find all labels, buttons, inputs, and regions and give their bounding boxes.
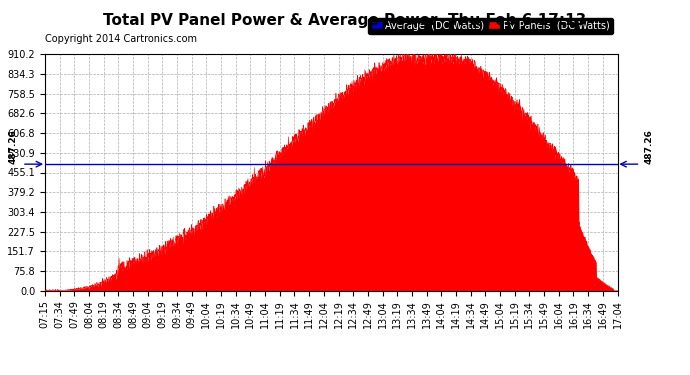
Text: Total PV Panel Power & Average Power  Thu Feb 6 17:13: Total PV Panel Power & Average Power Thu… xyxy=(104,13,586,28)
Legend: Average  (DC Watts), PV Panels  (DC Watts): Average (DC Watts), PV Panels (DC Watts) xyxy=(368,18,613,34)
Text: 487.26: 487.26 xyxy=(9,129,18,164)
Text: 487.26: 487.26 xyxy=(644,129,653,164)
Text: Copyright 2014 Cartronics.com: Copyright 2014 Cartronics.com xyxy=(45,34,197,44)
